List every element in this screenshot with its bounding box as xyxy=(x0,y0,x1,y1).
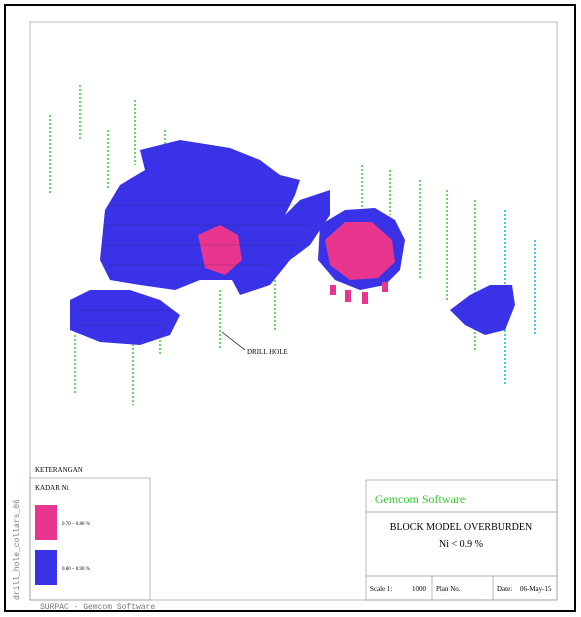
scale: 1000 xyxy=(412,585,427,593)
block-grid xyxy=(75,204,310,326)
legend-swatch xyxy=(35,505,57,540)
legend-box xyxy=(29,477,151,601)
date: 06-May-15 xyxy=(520,585,552,593)
drawing-title: BLOCK MODEL OVERBURDEN xyxy=(390,522,532,533)
drawing-subtitle: Ni < 0.9 % xyxy=(439,539,483,550)
date-label: Date: xyxy=(497,585,512,593)
company: Gemcom Software xyxy=(375,492,465,506)
plan-label: Plan No. xyxy=(436,585,461,593)
side-label: drill_hole_collars_06 xyxy=(13,499,22,600)
grade-blocks xyxy=(198,222,395,304)
legend-label: 0.80 – 0.90 % xyxy=(62,567,90,572)
legend-swatch xyxy=(35,550,57,585)
footer: SURPAC - Gemcom Software xyxy=(40,603,155,612)
title-block xyxy=(365,479,558,601)
plot-frame xyxy=(29,21,558,601)
legend-subtitle: KADAR Ni xyxy=(35,484,69,492)
legend-label: 0.70 – 0.80 % xyxy=(62,522,90,527)
annotation: DRILL HOLE xyxy=(247,348,288,356)
annotation-leader xyxy=(221,331,246,351)
legend-title: KETERANGAN xyxy=(35,466,83,474)
scale-label: Scale 1: xyxy=(370,585,392,593)
